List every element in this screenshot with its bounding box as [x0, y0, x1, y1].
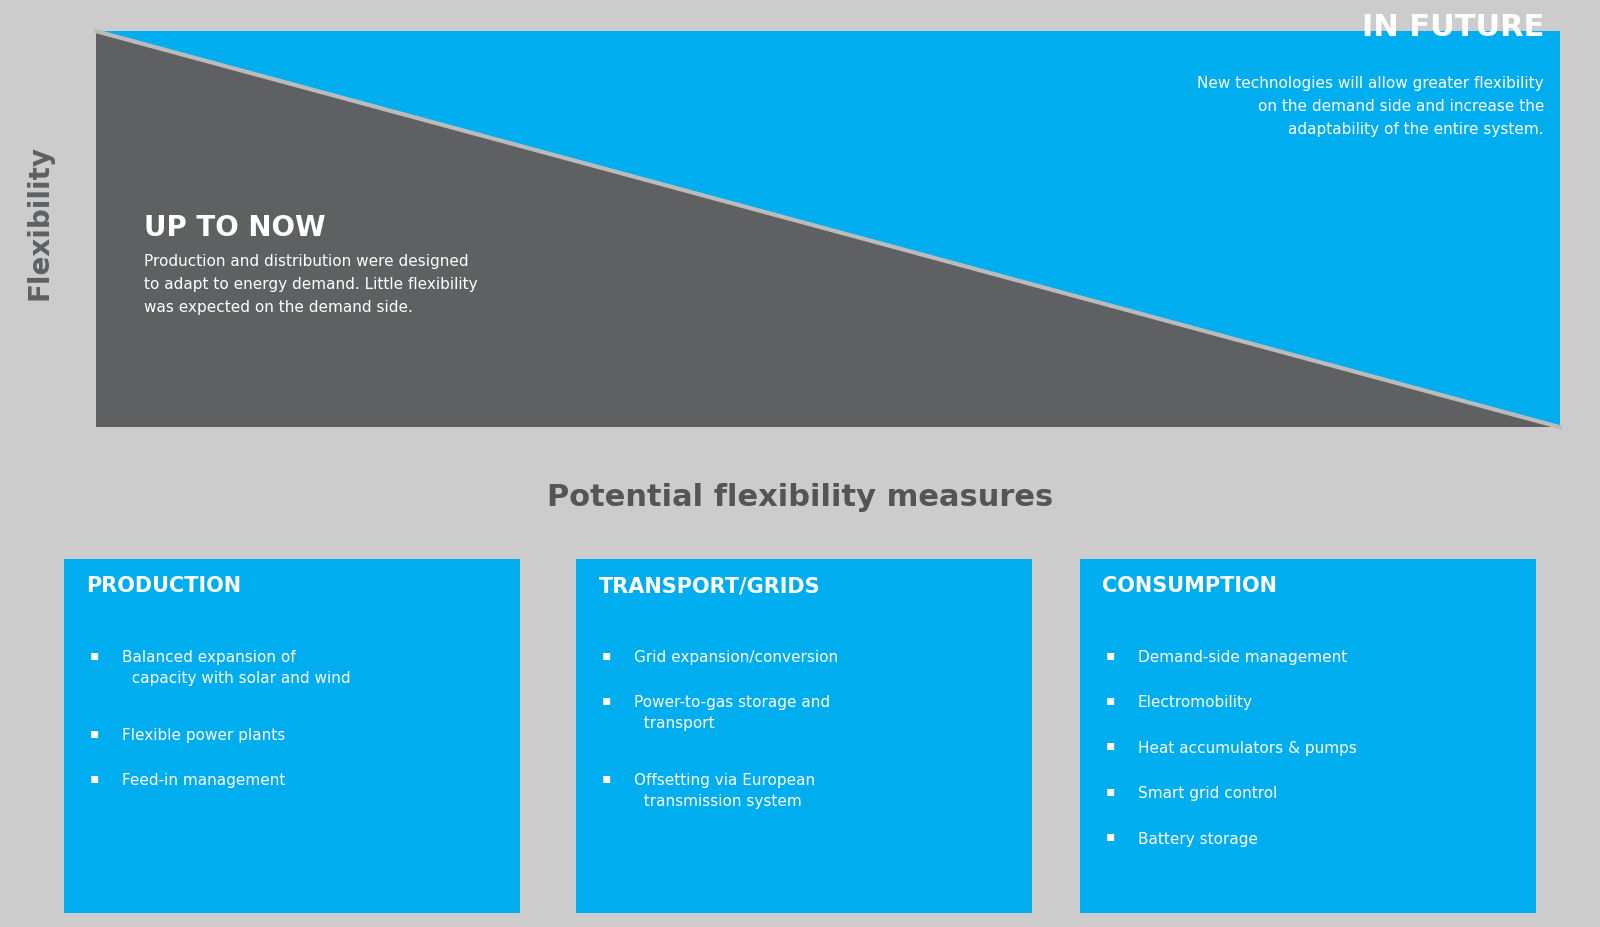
Text: Offsetting via European
  transmission system: Offsetting via European transmission sys… — [634, 773, 814, 809]
Text: Flexible power plants: Flexible power plants — [122, 728, 285, 743]
Text: Demand-side management: Demand-side management — [1138, 650, 1347, 665]
Text: Feed-in management: Feed-in management — [122, 773, 285, 788]
Text: PRODUCTION: PRODUCTION — [86, 576, 242, 596]
Text: Electromobility: Electromobility — [1138, 695, 1253, 710]
Text: UP TO NOW: UP TO NOW — [144, 213, 326, 242]
Text: Potential flexibility measures: Potential flexibility measures — [547, 483, 1053, 512]
Text: ▪: ▪ — [1106, 648, 1115, 662]
FancyBboxPatch shape — [576, 559, 1032, 913]
Text: ▪: ▪ — [1106, 829, 1115, 844]
Text: ▪: ▪ — [602, 771, 611, 785]
Text: ▪: ▪ — [602, 693, 611, 707]
Text: Battery storage: Battery storage — [1138, 832, 1258, 846]
Text: Grid expansion/conversion: Grid expansion/conversion — [634, 650, 838, 665]
Text: IN FUTURE: IN FUTURE — [1362, 13, 1544, 43]
FancyBboxPatch shape — [1080, 559, 1536, 913]
Polygon shape — [96, 32, 1560, 427]
Text: New technologies will allow greater flexibility
on the demand side and increase : New technologies will allow greater flex… — [1197, 76, 1544, 137]
Text: ▪: ▪ — [1106, 783, 1115, 798]
Text: Smart grid control: Smart grid control — [1138, 786, 1277, 801]
Text: Heat accumulators & pumps: Heat accumulators & pumps — [1138, 741, 1357, 756]
Text: ▪: ▪ — [602, 648, 611, 662]
Text: Production and distribution were designed
to adapt to energy demand. Little flex: Production and distribution were designe… — [144, 254, 478, 315]
Text: ▪: ▪ — [90, 726, 99, 740]
Text: ▪: ▪ — [1106, 739, 1115, 753]
FancyBboxPatch shape — [64, 559, 520, 913]
Text: ▪: ▪ — [90, 771, 99, 785]
Polygon shape — [96, 32, 1560, 427]
Text: TRANSPORT/GRIDS: TRANSPORT/GRIDS — [598, 576, 821, 596]
Text: Balanced expansion of
  capacity with solar and wind: Balanced expansion of capacity with sola… — [122, 650, 350, 686]
Text: Flexibility: Flexibility — [26, 145, 54, 300]
Text: ▪: ▪ — [1106, 693, 1115, 707]
Text: Power-to-gas storage and
  transport: Power-to-gas storage and transport — [634, 695, 830, 731]
Text: CONSUMPTION: CONSUMPTION — [1102, 576, 1277, 596]
Text: ▪: ▪ — [90, 648, 99, 662]
